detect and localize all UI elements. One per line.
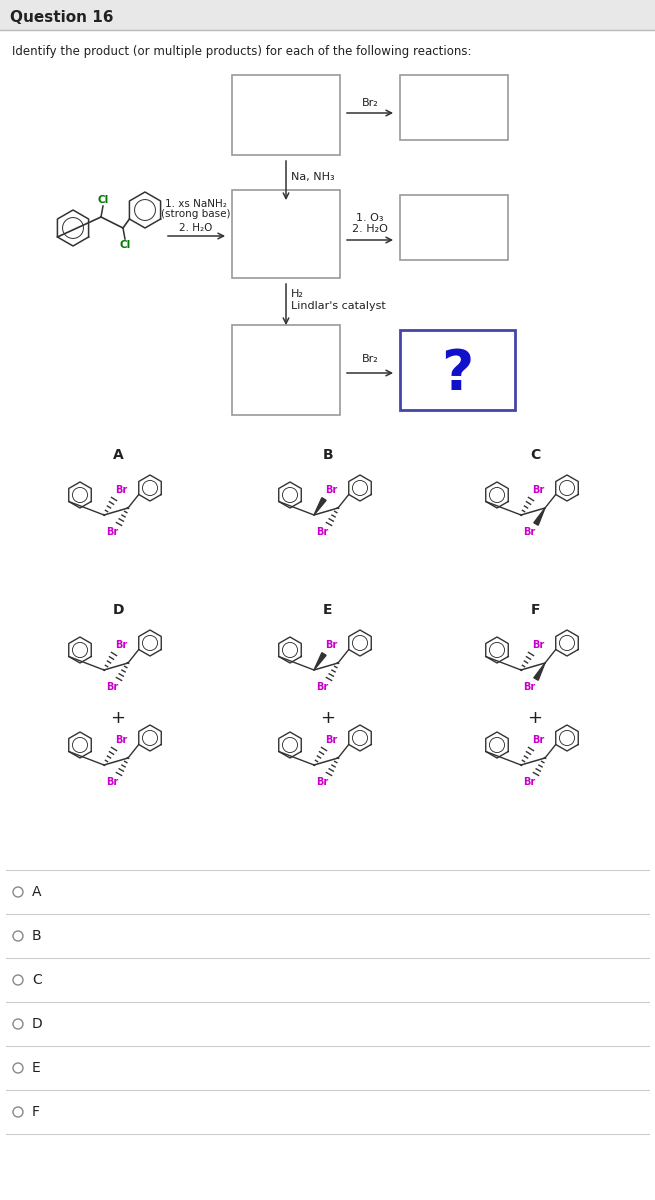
Text: Br: Br: [325, 485, 337, 494]
Text: Br: Br: [115, 640, 127, 650]
Bar: [400, 74, 508, 140]
Text: Br: Br: [523, 682, 535, 692]
Text: F: F: [531, 602, 540, 617]
Text: Br: Br: [316, 527, 328, 538]
Text: E: E: [324, 602, 333, 617]
Bar: [0, 0, 655, 30]
Text: Br: Br: [325, 734, 337, 745]
Text: E: E: [32, 1061, 41, 1075]
Text: Br: Br: [316, 778, 328, 787]
Bar: [232, 325, 340, 415]
Text: Lindlar's catalyst: Lindlar's catalyst: [291, 301, 386, 311]
Text: ?: ?: [441, 347, 473, 401]
Text: H₂: H₂: [291, 289, 304, 299]
Polygon shape: [534, 662, 545, 680]
Text: Br: Br: [532, 485, 544, 494]
Text: Identify the product (or multiple products) for each of the following reactions:: Identify the product (or multiple produc…: [12, 46, 472, 59]
Text: D: D: [112, 602, 124, 617]
Text: A: A: [32, 886, 41, 899]
Text: Br: Br: [325, 640, 337, 650]
Polygon shape: [314, 498, 326, 515]
Text: 1. xs NaNH₂: 1. xs NaNH₂: [165, 199, 227, 209]
Text: Cl: Cl: [119, 240, 130, 250]
Text: Br: Br: [105, 778, 118, 787]
Text: (strong base): (strong base): [161, 209, 231, 218]
Text: 2. H₂O: 2. H₂O: [352, 224, 388, 234]
Text: Question 16: Question 16: [10, 10, 113, 24]
Text: A: A: [113, 448, 123, 462]
Text: +: +: [527, 709, 542, 727]
Text: Br: Br: [523, 778, 535, 787]
Polygon shape: [534, 508, 545, 526]
Text: Br₂: Br₂: [362, 98, 379, 108]
Text: 1. O₃: 1. O₃: [356, 214, 384, 223]
Text: 2. H₂O: 2. H₂O: [179, 223, 213, 233]
Polygon shape: [314, 653, 326, 670]
Text: F: F: [32, 1105, 40, 1118]
Text: Br: Br: [115, 485, 127, 494]
Bar: [400, 194, 508, 260]
Text: C: C: [530, 448, 540, 462]
Text: +: +: [320, 709, 335, 727]
Text: +: +: [111, 709, 126, 727]
Text: Br: Br: [523, 527, 535, 538]
Text: Cl: Cl: [98, 194, 109, 205]
Text: Br: Br: [115, 734, 127, 745]
Bar: [232, 190, 340, 278]
Text: Br: Br: [532, 640, 544, 650]
Text: Br: Br: [105, 527, 118, 538]
Bar: [232, 74, 340, 155]
Text: C: C: [32, 973, 42, 986]
Text: B: B: [32, 929, 42, 943]
Text: D: D: [32, 1018, 43, 1031]
Bar: [400, 330, 515, 410]
Text: Br: Br: [532, 734, 544, 745]
Text: Br: Br: [316, 682, 328, 692]
Text: Br: Br: [105, 682, 118, 692]
Text: B: B: [323, 448, 333, 462]
Text: Na, NH₃: Na, NH₃: [291, 172, 335, 182]
Text: Br₂: Br₂: [362, 354, 379, 364]
